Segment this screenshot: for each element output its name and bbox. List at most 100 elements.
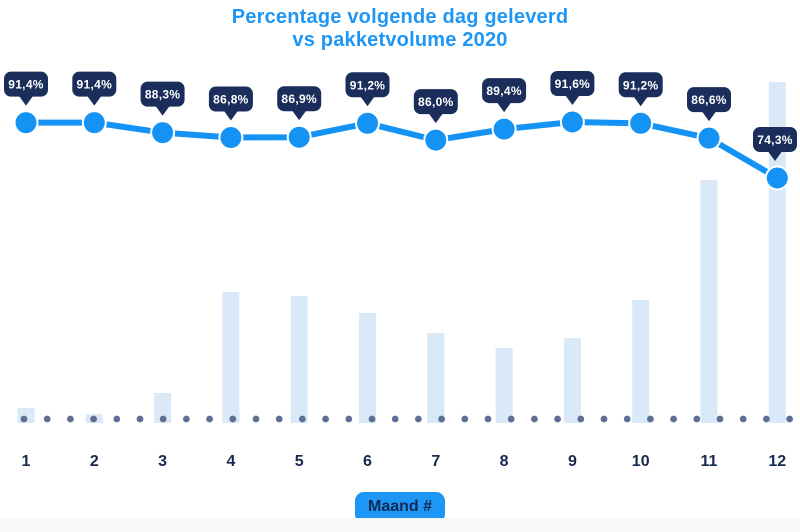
x-axis-label: 4 — [226, 453, 235, 470]
baseline-dot — [554, 415, 561, 423]
baseline-dot — [345, 415, 353, 423]
data-label-bubble — [72, 71, 117, 97]
baseline-dot — [183, 415, 190, 423]
baseline-dot — [43, 415, 51, 423]
x-axis-title-pill: Maand # — [354, 492, 446, 523]
data-label-tail — [86, 94, 103, 106]
data-point — [355, 110, 380, 136]
data-point — [559, 109, 585, 135]
data-label-text: 89,4% — [486, 84, 522, 98]
x-axis-label: 7 — [431, 453, 440, 470]
data-label-text: 86,8% — [213, 93, 249, 107]
data-label-text: 86,0% — [418, 95, 454, 109]
data-label-text: 91,4% — [77, 78, 113, 92]
baseline-dot — [623, 415, 631, 423]
data-label-text: 86,6% — [691, 93, 727, 107]
volume-bar — [427, 332, 445, 423]
volume-bar — [632, 299, 650, 423]
baseline-dot — [577, 415, 585, 423]
data-label-text: 91,4% — [8, 78, 44, 92]
data-label-text: 74,3% — [757, 133, 793, 147]
data-label-bubble — [687, 87, 731, 113]
chart-title: Percentage volgende dag geleverd vs pakk… — [0, 6, 800, 52]
baseline-dot — [415, 415, 422, 423]
x-axis-label: 6 — [363, 453, 372, 470]
baseline-dot — [716, 415, 724, 423]
x-axis-label: 10 — [632, 453, 650, 470]
x-axis-label: 1 — [22, 453, 31, 470]
x-axis-label: 9 — [568, 453, 577, 470]
baseline-dot — [600, 415, 608, 423]
baseline-dot — [531, 415, 538, 423]
data-label-text: 86,9% — [281, 92, 317, 106]
data-label-bubble — [4, 71, 48, 97]
data-label-bubble — [277, 86, 322, 112]
x-axis-label: 11 — [701, 453, 718, 470]
baseline-dot — [20, 415, 28, 423]
baseline-dot — [368, 415, 376, 423]
baseline-dot — [647, 415, 654, 423]
data-label-bubble — [140, 81, 185, 107]
baseline-dot — [275, 415, 283, 423]
data-label-bubble — [345, 72, 390, 98]
baseline-dot — [461, 415, 469, 423]
baseline-dot — [484, 415, 492, 423]
volume-bar — [359, 312, 376, 423]
baseline-dot — [763, 415, 770, 423]
volume-bar — [154, 392, 172, 423]
footer-strip — [0, 518, 800, 532]
baseline-dot — [786, 415, 793, 423]
volume-bar — [222, 292, 240, 423]
baseline-dot — [67, 415, 74, 423]
data-point — [286, 124, 312, 150]
chart-title-line2: vs pakketvolume 2020 — [292, 29, 508, 51]
volume-bar — [290, 296, 308, 423]
data-label-bubble — [413, 89, 458, 115]
x-axis-label: 2 — [90, 453, 99, 470]
data-label-tail — [427, 112, 444, 124]
data-label-text: 91,2% — [350, 78, 386, 92]
data-label-tail — [18, 94, 34, 106]
data-label-bubble — [550, 70, 595, 96]
baseline-dot — [159, 415, 167, 423]
x-axis-label: 12 — [768, 453, 786, 470]
data-point — [218, 125, 244, 151]
baseline-dot — [113, 415, 121, 423]
baseline-dot — [693, 415, 701, 423]
data-label-bubble — [753, 126, 797, 152]
data-label-tail — [496, 101, 513, 113]
data-label-bubble — [482, 78, 527, 104]
data-label-tail — [701, 110, 717, 122]
data-label-text: 88,3% — [145, 88, 181, 102]
baseline-dot — [438, 415, 445, 423]
volume-bar — [563, 338, 581, 423]
baseline-dot — [90, 415, 97, 423]
data-label-tail — [632, 95, 649, 107]
data-label-text: 91,2% — [623, 78, 659, 92]
baseline-dot — [229, 415, 237, 423]
data-label-bubble — [208, 86, 253, 112]
data-point — [491, 116, 517, 142]
data-point — [81, 110, 107, 136]
data-point — [150, 120, 176, 146]
data-point — [764, 165, 790, 191]
baseline-dot — [322, 415, 329, 423]
volume-bar — [700, 179, 718, 423]
data-label-text: 91,6% — [555, 77, 591, 91]
data-label-tail — [291, 109, 308, 121]
data-label-bubble — [618, 72, 663, 98]
baseline-dot — [136, 415, 144, 423]
data-point — [13, 110, 39, 136]
baseline-dot — [391, 415, 399, 423]
data-label-tail — [154, 104, 171, 116]
x-axis-label: 5 — [295, 453, 304, 470]
x-axis-label: 8 — [500, 453, 509, 470]
baseline-dot — [299, 415, 306, 423]
x-axis-label: 3 — [158, 453, 167, 470]
data-point — [423, 127, 449, 153]
data-point — [696, 125, 722, 151]
chart-title-line1: Percentage volgende dag geleverd — [231, 6, 569, 28]
baseline-dot — [739, 415, 747, 423]
